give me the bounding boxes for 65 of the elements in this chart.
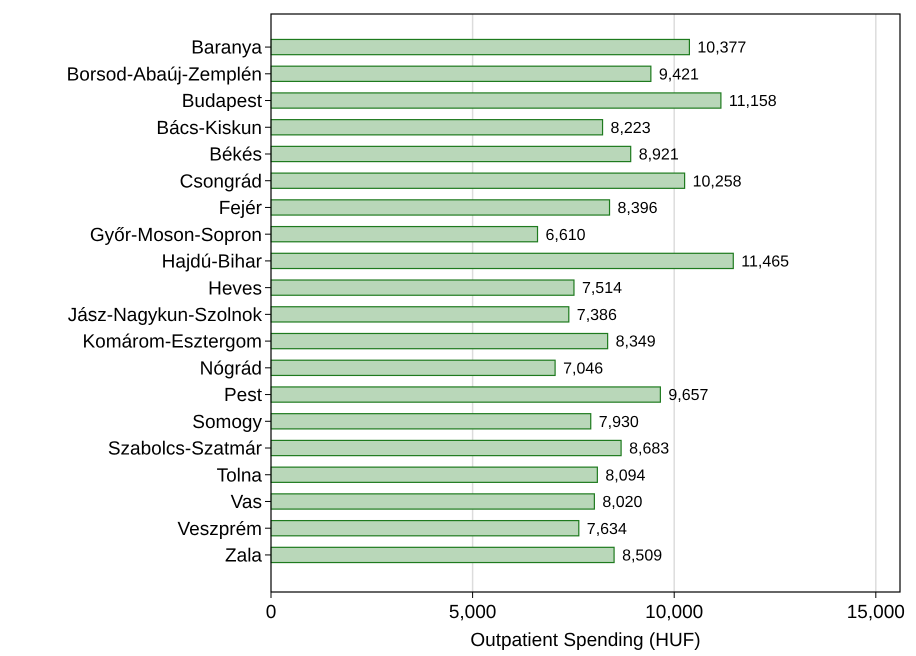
bar — [270, 66, 652, 82]
data-label: 8,509 — [622, 548, 662, 565]
data-label: 9,421 — [658, 66, 699, 84]
y-tick-label: Békés — [209, 144, 262, 166]
bar — [270, 413, 592, 430]
data-label: 8,396 — [618, 200, 658, 218]
y-tick-label: Budapest — [182, 91, 263, 112]
data-label: 8,349 — [616, 334, 656, 351]
bar — [270, 360, 556, 376]
y-tick-label: Heves — [208, 278, 262, 300]
y-tick-label: Vas — [230, 492, 262, 514]
y-tick-label: Somogy — [192, 412, 262, 433]
bar — [270, 440, 622, 456]
data-label: 8,223 — [610, 120, 651, 137]
data-label: 7,930 — [598, 414, 639, 431]
y-tick-label: Komárom-Esztergom — [82, 332, 262, 353]
data-label: 10,377 — [697, 40, 746, 57]
bar — [270, 279, 575, 296]
y-tick-label: Győr-Moson-Sopron — [90, 224, 262, 246]
bar — [270, 520, 580, 536]
bar — [270, 466, 598, 483]
data-label: 8,683 — [629, 440, 670, 458]
x-tick-label: 5,000 — [448, 602, 496, 623]
bar — [270, 146, 632, 162]
x-axis-title: Outpatient Spending (HUF) — [470, 630, 701, 651]
data-label: 9,657 — [668, 387, 709, 404]
data-label: 7,046 — [563, 360, 604, 378]
y-tick-label: Tolna — [216, 465, 262, 486]
bar — [270, 546, 615, 564]
y-tick-label: Szabolcs-Szatmár — [108, 438, 263, 460]
data-label: 8,094 — [605, 467, 646, 484]
y-tick-label: Zala — [225, 546, 262, 567]
y-tick-label: Csongrád — [180, 171, 262, 192]
y-tick-label: Bács-Kiskun — [156, 118, 262, 139]
bar — [270, 386, 661, 403]
bar — [270, 119, 604, 136]
y-tick-label: Jász-Nagykun-Szolnok — [68, 305, 262, 326]
bar — [270, 92, 722, 109]
x-tick-label: 15,000 — [846, 602, 905, 623]
x-tick-label: 0 — [266, 602, 276, 623]
data-label: 8,020 — [602, 494, 643, 512]
data-label: 10,258 — [692, 173, 742, 190]
bar — [270, 252, 734, 270]
data-label: 11,158 — [728, 93, 777, 110]
data-label: 6,610 — [546, 226, 586, 244]
data-label: 7,514 — [582, 280, 622, 298]
bar — [270, 226, 538, 242]
bar — [270, 38, 690, 56]
data-label: 8,921 — [638, 146, 679, 164]
bar — [270, 493, 595, 510]
data-label: 7,634 — [586, 520, 627, 538]
data-label: 11,465 — [741, 254, 790, 271]
y-tick-label: Nógrád — [200, 358, 262, 380]
bar — [270, 332, 608, 350]
y-tick-label: Baranya — [191, 38, 262, 59]
bar — [270, 306, 570, 323]
x-tick-label: 10,000 — [645, 602, 704, 623]
y-tick-label: Pest — [224, 385, 263, 406]
bar — [270, 172, 686, 189]
data-label: 7,386 — [576, 306, 617, 324]
bar — [270, 199, 610, 216]
y-tick-label: Veszprém — [178, 518, 262, 540]
y-tick-label: Borsod-Abaúj-Zemplén — [66, 64, 262, 86]
y-tick-label: Hajdú-Bihar — [162, 252, 263, 273]
y-tick-label: Fejér — [218, 198, 263, 220]
